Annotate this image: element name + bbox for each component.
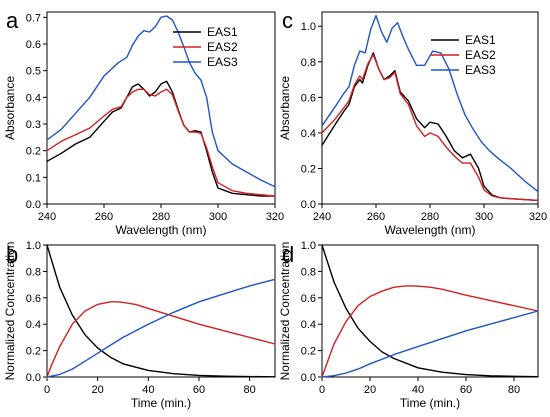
legend-entry: EAS2 bbox=[465, 48, 496, 62]
panel-letter: b bbox=[6, 242, 18, 267]
panel-letter: c bbox=[282, 8, 293, 33]
y-tick-label: 0.4 bbox=[301, 128, 316, 140]
plot-frame bbox=[321, 11, 539, 205]
y-tick-label: 0.1 bbox=[26, 172, 41, 184]
y-tick-label: 0.3 bbox=[26, 119, 41, 131]
y-tick-label: 0.7 bbox=[26, 12, 41, 24]
x-tick-label: 60 bbox=[193, 384, 205, 396]
panel-c: c 240 260 280 300 320 0.0 0.2 0.4 0.6 0.8 1.0 Wavele… bbox=[278, 8, 547, 237]
y-tick-label: 1.0 bbox=[301, 21, 316, 33]
legend-entry: EAS1 bbox=[465, 33, 496, 47]
y-tick-label: 0.6 bbox=[26, 293, 41, 305]
x-tick-label: 240 bbox=[38, 211, 56, 223]
y-tick-label: 0.8 bbox=[26, 266, 41, 278]
series-line-2 bbox=[46, 88, 276, 197]
x-axis-label: Wavelength (nm) bbox=[385, 223, 476, 237]
x-tick-label: 0 bbox=[319, 384, 325, 396]
y-tick-label: 0.0 bbox=[301, 372, 316, 384]
series-line-2 bbox=[321, 285, 539, 378]
x-tick-label: 40 bbox=[142, 384, 154, 396]
y-tick-label: 0.8 bbox=[301, 266, 316, 278]
series-line-3 bbox=[321, 14, 539, 193]
legend-entry: EAS1 bbox=[207, 25, 238, 39]
series-line-3 bbox=[321, 310, 539, 378]
y-tick-label: 0.0 bbox=[301, 199, 316, 211]
panel-letter: d bbox=[282, 242, 294, 267]
y-tick-label: 0.5 bbox=[26, 66, 41, 78]
x-axis-label: Time (min.) bbox=[131, 396, 191, 410]
series-line-2 bbox=[321, 54, 539, 202]
y-tick-label: 0.2 bbox=[26, 146, 41, 158]
panel-letter: a bbox=[6, 8, 19, 33]
x-axis-label: Wavelength (nm) bbox=[116, 223, 207, 237]
x-tick-label: 300 bbox=[475, 211, 493, 223]
x-axis-label: Time (min.) bbox=[400, 396, 460, 410]
x-tick-label: 260 bbox=[95, 211, 113, 223]
x-tick-label: 60 bbox=[460, 384, 472, 396]
y-tick-label: 0.0 bbox=[26, 199, 41, 211]
x-tick-label: 80 bbox=[244, 384, 256, 396]
x-tick-label: 260 bbox=[367, 211, 385, 223]
x-tick-label: 300 bbox=[209, 211, 227, 223]
y-tick-label: 0.2 bbox=[301, 163, 316, 175]
x-tick-label: 0 bbox=[44, 384, 50, 396]
y-tick-label: 0.6 bbox=[301, 92, 316, 104]
plot-frame bbox=[46, 244, 276, 378]
y-tick-label: 0.4 bbox=[301, 319, 316, 331]
y-tick-label: 0.2 bbox=[26, 346, 41, 358]
y-axis-label: Absorbance bbox=[3, 76, 17, 140]
series-line-1 bbox=[46, 80, 276, 197]
legend-entry: EAS2 bbox=[207, 40, 238, 54]
x-tick-label: 280 bbox=[152, 211, 170, 223]
panel-a: a 240 260 280 300 320 0.0 0.1 0.2 0.3 0.4 0.5 0.6 0.7… bbox=[3, 8, 284, 237]
y-axis-label: Absorbance bbox=[278, 76, 292, 140]
x-tick-label: 240 bbox=[313, 211, 331, 223]
y-tick-label: 0.6 bbox=[26, 39, 41, 51]
legend-entry: EAS3 bbox=[207, 55, 238, 69]
series-line-2 bbox=[46, 301, 276, 378]
y-tick-label: 0.4 bbox=[26, 319, 41, 331]
x-tick-label: 20 bbox=[92, 384, 104, 396]
series-line-1 bbox=[321, 52, 539, 202]
series-line-3 bbox=[46, 15, 276, 188]
y-tick-label: 0.0 bbox=[26, 372, 41, 384]
panel-d: d 0 20 40 60 80 0.0 0.2 0.4 0.6 0.8 1.0 Time (min.) N… bbox=[278, 240, 539, 410]
plot-frame bbox=[46, 11, 276, 205]
y-axis-label: Normalized Concentration bbox=[3, 242, 17, 381]
legend-entry: EAS3 bbox=[465, 63, 496, 77]
x-tick-label: 40 bbox=[412, 384, 424, 396]
panel-b: b 0 20 40 60 80 0.0 0.2 0.4 0.6 0.8 1.0 Time (min.) N… bbox=[3, 240, 276, 410]
x-tick-label: 20 bbox=[364, 384, 376, 396]
series-line-1 bbox=[46, 244, 276, 378]
y-tick-label: 1.0 bbox=[26, 240, 41, 252]
y-tick-label: 0.6 bbox=[301, 293, 316, 305]
x-tick-label: 280 bbox=[421, 211, 439, 223]
y-tick-label: 0.2 bbox=[301, 346, 316, 358]
y-tick-label: 0.4 bbox=[26, 92, 41, 104]
y-tick-label: 0.8 bbox=[301, 57, 316, 69]
y-axis-label: Normalized Concentration bbox=[278, 242, 292, 381]
x-tick-label: 80 bbox=[508, 384, 520, 396]
x-tick-label: 320 bbox=[529, 211, 547, 223]
series-line-1 bbox=[321, 244, 539, 378]
x-tick-label: 320 bbox=[266, 211, 284, 223]
y-tick-label: 1.0 bbox=[301, 240, 316, 252]
series-line-3 bbox=[46, 278, 276, 378]
